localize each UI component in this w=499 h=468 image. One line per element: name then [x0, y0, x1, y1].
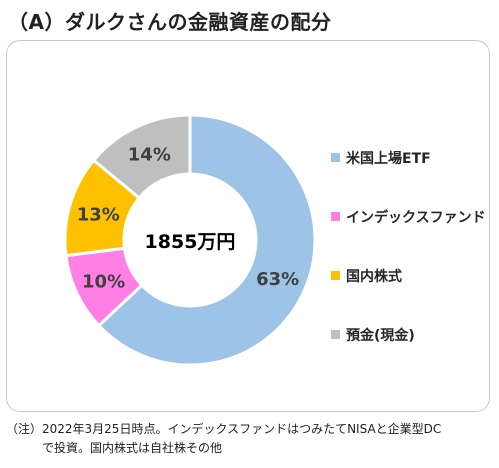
- page-title: （A）ダルクさんの金融資産の配分: [8, 10, 332, 34]
- donut-slice: [91, 113, 192, 201]
- footnote-line-1: （注）2022年3月25日時点。インデックスファンドはつみたてNISAと企業型D…: [6, 422, 442, 436]
- legend-swatch: [331, 271, 340, 280]
- footnote: （注）2022年3月25日時点。インデックスファンドはつみたてNISAと企業型D…: [6, 420, 441, 458]
- slice-value-label: 14%: [128, 145, 171, 166]
- footnote-line-2: で投資。国内株式は自社株その他: [42, 441, 223, 455]
- slice-value-label: 63%: [256, 269, 299, 290]
- chart-panel: [6, 40, 490, 412]
- slice-value-label: 13%: [77, 204, 120, 225]
- legend-label: 預金(現金): [346, 327, 415, 344]
- center-total-label: 1855万円: [145, 231, 236, 253]
- legend-label: 国内株式: [346, 268, 402, 285]
- slice-value-label: 10%: [82, 272, 125, 293]
- legend-swatch: [331, 212, 340, 221]
- donut-slice: [96, 113, 317, 367]
- legend-swatch: [331, 330, 340, 339]
- donut-slices: [63, 113, 317, 367]
- legend-label: インデックスファンド: [346, 209, 486, 226]
- legend-label: 米国上場ETF: [346, 150, 431, 167]
- slice-labels: 63% 10% 13% 14%: [77, 145, 299, 293]
- legend-swatch: [331, 153, 340, 162]
